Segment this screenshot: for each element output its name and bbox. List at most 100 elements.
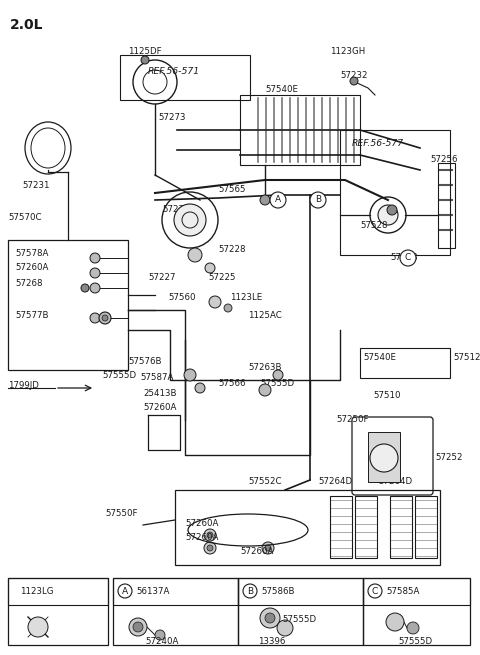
Text: 57550F: 57550F: [105, 508, 137, 517]
Circle shape: [204, 529, 216, 541]
Circle shape: [224, 304, 232, 312]
Bar: [8, 578, 108, 605]
Text: 57232: 57232: [340, 71, 368, 79]
Circle shape: [400, 250, 416, 266]
Circle shape: [81, 284, 89, 292]
Text: 57260A: 57260A: [240, 548, 274, 557]
Circle shape: [260, 195, 270, 205]
Circle shape: [195, 383, 205, 393]
Text: 57264D: 57264D: [378, 477, 412, 487]
Text: 57260A: 57260A: [15, 263, 48, 272]
Text: 57555D: 57555D: [282, 616, 316, 624]
Bar: [238, 578, 363, 645]
Circle shape: [378, 205, 398, 225]
Text: 1123LG: 1123LG: [20, 586, 53, 595]
Text: 2.0L: 2.0L: [10, 18, 44, 32]
Bar: [390, 496, 412, 558]
Circle shape: [99, 312, 111, 324]
Bar: [238, 578, 363, 605]
Bar: [113, 578, 238, 605]
Text: 57560: 57560: [168, 293, 195, 303]
Text: 57271: 57271: [162, 206, 190, 214]
Bar: [120, 55, 250, 100]
Text: 57576B: 57576B: [128, 358, 161, 367]
Text: 57260A: 57260A: [143, 403, 176, 413]
Circle shape: [141, 56, 149, 64]
Text: C: C: [372, 586, 378, 595]
Circle shape: [90, 268, 100, 278]
Text: 57227: 57227: [148, 274, 176, 282]
Circle shape: [265, 545, 271, 551]
Text: 1125AC: 1125AC: [248, 310, 282, 320]
Circle shape: [90, 313, 100, 323]
Text: 57586B: 57586B: [261, 586, 295, 595]
Text: A: A: [122, 586, 128, 595]
Text: REF.56-577: REF.56-577: [352, 138, 404, 147]
Text: 25413B: 25413B: [143, 388, 177, 398]
Text: 1125DF: 1125DF: [128, 48, 162, 56]
Circle shape: [260, 608, 280, 628]
Text: 57510: 57510: [373, 390, 400, 400]
Circle shape: [188, 248, 202, 262]
Circle shape: [28, 617, 48, 637]
Circle shape: [310, 192, 326, 208]
Text: 57228: 57228: [218, 246, 245, 255]
Text: 57260A: 57260A: [185, 534, 218, 542]
Text: 57240A: 57240A: [145, 637, 179, 646]
Text: 57260A: 57260A: [185, 519, 218, 527]
Circle shape: [277, 620, 293, 636]
Bar: [355, 496, 377, 558]
Text: 57528: 57528: [360, 221, 387, 229]
Circle shape: [133, 622, 143, 632]
Bar: [363, 578, 470, 645]
Circle shape: [270, 192, 286, 208]
Bar: [415, 496, 437, 558]
Text: 57252: 57252: [435, 453, 463, 462]
Text: 13396: 13396: [258, 637, 286, 646]
Circle shape: [243, 584, 257, 598]
Text: 57587A: 57587A: [140, 373, 173, 383]
Text: C: C: [405, 253, 411, 263]
Circle shape: [129, 618, 147, 636]
Circle shape: [368, 584, 382, 598]
Text: 57540E: 57540E: [363, 354, 396, 362]
Text: 57570C: 57570C: [8, 214, 41, 223]
Text: 56137A: 56137A: [136, 586, 169, 595]
Circle shape: [387, 205, 397, 215]
Bar: [360, 348, 450, 378]
Bar: [363, 578, 470, 605]
Text: 57250F: 57250F: [336, 415, 369, 424]
Circle shape: [273, 370, 283, 380]
Bar: [113, 578, 238, 645]
Text: 57558: 57558: [390, 253, 418, 263]
Circle shape: [407, 622, 419, 634]
Text: 57585A: 57585A: [386, 586, 420, 595]
Text: 57565: 57565: [218, 185, 245, 195]
Text: 57540E: 57540E: [265, 86, 298, 94]
Circle shape: [209, 296, 221, 308]
Circle shape: [118, 584, 132, 598]
Text: A: A: [275, 195, 281, 204]
Circle shape: [204, 542, 216, 554]
Text: 57566: 57566: [218, 379, 245, 388]
Circle shape: [90, 283, 100, 293]
Text: 1123GH: 1123GH: [330, 48, 365, 56]
Text: 57231: 57231: [22, 181, 49, 189]
Circle shape: [174, 204, 206, 236]
Text: 57268: 57268: [15, 278, 43, 288]
Bar: [368, 432, 400, 482]
Bar: [240, 95, 360, 165]
Circle shape: [207, 545, 213, 551]
Circle shape: [350, 77, 358, 85]
Text: 1799JD: 1799JD: [8, 381, 39, 390]
Text: B: B: [247, 586, 253, 595]
Text: 57555D: 57555D: [260, 379, 294, 388]
Circle shape: [386, 613, 404, 631]
Text: 57555D: 57555D: [398, 637, 432, 646]
Bar: [8, 240, 128, 370]
Bar: [330, 496, 352, 558]
Circle shape: [184, 369, 196, 381]
Text: 57273: 57273: [158, 113, 185, 122]
Circle shape: [207, 532, 213, 538]
Bar: [340, 130, 450, 255]
